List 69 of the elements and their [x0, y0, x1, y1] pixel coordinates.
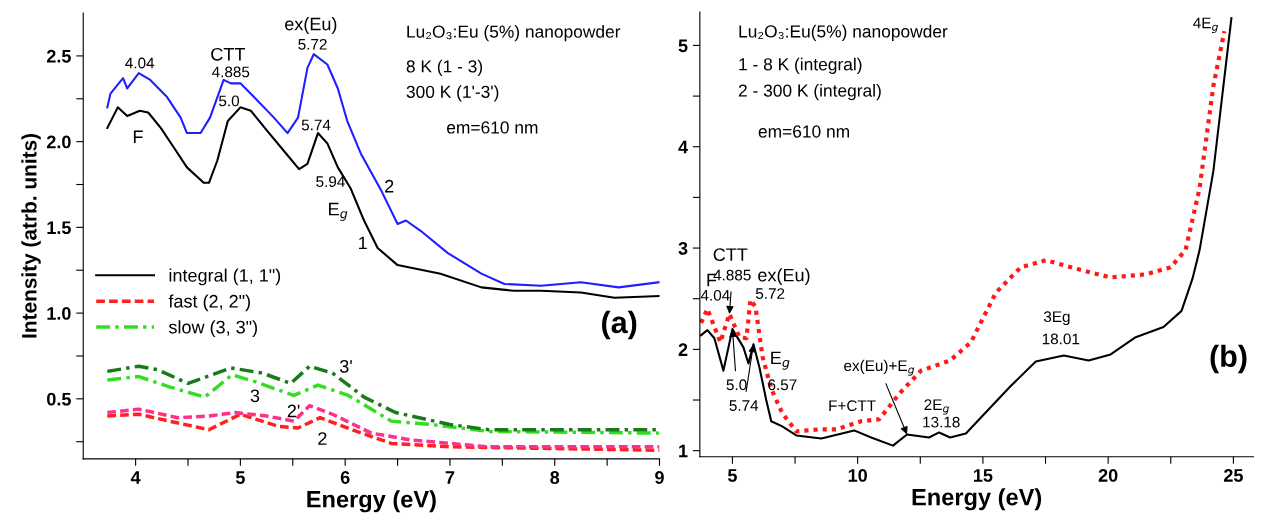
annotation: 5.0 — [726, 379, 747, 391]
y-tick-label: 5 — [678, 39, 688, 53]
x-tick-label: 6 — [340, 471, 350, 484]
annotation: em=610 nm — [447, 121, 538, 134]
legend-label: integral (1, 1") — [169, 268, 281, 286]
annotation: 2' — [287, 404, 300, 418]
annotation: 6.57 — [768, 379, 797, 391]
x-tick-label: 7 — [445, 471, 455, 484]
annotation: 5.72 — [755, 288, 785, 299]
annotation: 8 K (1 - 3) — [406, 59, 483, 76]
y-axis-title: Intensity (atrb. units) — [21, 133, 41, 338]
annotation: 2 — [318, 432, 327, 445]
annotation: 5.0 — [219, 95, 240, 107]
annotation: 3Eg — [1043, 311, 1070, 326]
annotation: 2 — [385, 179, 394, 193]
y-tick-label: 0.5 — [47, 392, 71, 406]
annotation: E$_{g}$ — [771, 351, 790, 370]
annotation: 4.04 — [700, 289, 730, 301]
legend-label: slow (3, 3") — [168, 320, 257, 338]
x-tick-label: 9 — [655, 471, 664, 484]
annotation: ex(Eu) — [285, 17, 337, 34]
x-tick-label: 5 — [235, 471, 245, 484]
x-tick-label: 15 — [974, 469, 993, 482]
annotation: 5.72 — [298, 38, 327, 50]
annotation: 5.74 — [729, 400, 759, 411]
annotation: Lu₂O₃:Eu(5%) nanopowder — [739, 24, 948, 41]
line-series — [105, 403, 660, 449]
y-tick-label: 1 — [679, 444, 688, 458]
x-tick-label: 4 — [130, 471, 141, 484]
annotation: 5.94 — [316, 176, 345, 187]
annotation: E$_{g}$ — [329, 202, 348, 221]
x-tick-label: 10 — [848, 469, 867, 482]
y-tick-label: 3 — [678, 241, 688, 255]
x-tick-label: 5 — [727, 469, 737, 482]
y-tick-label: 2 — [678, 343, 688, 356]
annotation: 3' — [339, 359, 352, 373]
annotation: CTT — [713, 248, 748, 262]
y-tick-label: 4 — [678, 140, 688, 154]
x-axis-title: Energy (eV) — [912, 488, 1042, 511]
annotation: ex(Eu)+E$_{g}$ — [844, 359, 915, 376]
x-tick-label: 20 — [1098, 469, 1118, 482]
legend-label: fast (2, 2") — [168, 294, 250, 312]
x-tick-label: 25 — [1223, 469, 1243, 482]
annotation: (b) — [1210, 344, 1247, 374]
annotation: 4.885 — [211, 66, 250, 78]
annotation: 2 - 300 K (integral) — [738, 83, 881, 101]
annotation: CTT — [211, 47, 246, 61]
y-tick-label: 2.5 — [46, 49, 71, 63]
y-tick-label: 2.0 — [46, 135, 71, 149]
y-tick-label: 1.5 — [47, 221, 71, 235]
annotation: F — [133, 130, 143, 143]
y-tick-label: 1.0 — [47, 307, 71, 320]
annotation: 4E$_{g}$ — [1193, 17, 1218, 33]
annotation: 3 — [250, 389, 260, 403]
annotation: 2E$_{g}$ — [924, 399, 949, 415]
annotation: F+CTT — [829, 400, 876, 412]
x-axis-title: Energy (eV) — [307, 490, 436, 513]
x-tick-label: 8 — [550, 471, 560, 484]
annotation: 1 - 8 K (integral) — [739, 57, 862, 74]
annotation: 1 — [359, 236, 367, 250]
annotation: (a) — [602, 310, 637, 340]
annotation: 5.74 — [301, 119, 331, 131]
annotation: 4.04 — [125, 57, 155, 69]
annotation: 300 K (1'-3') — [406, 85, 499, 102]
annotation: em=610 nm — [758, 125, 849, 138]
annotation: ex(Eu) — [758, 268, 810, 286]
annotation: 18.01 — [1042, 333, 1080, 345]
annotation: Lu₂O₃:Eu (5%) nanopowder — [407, 25, 621, 42]
annotation: 13.18 — [923, 416, 960, 428]
